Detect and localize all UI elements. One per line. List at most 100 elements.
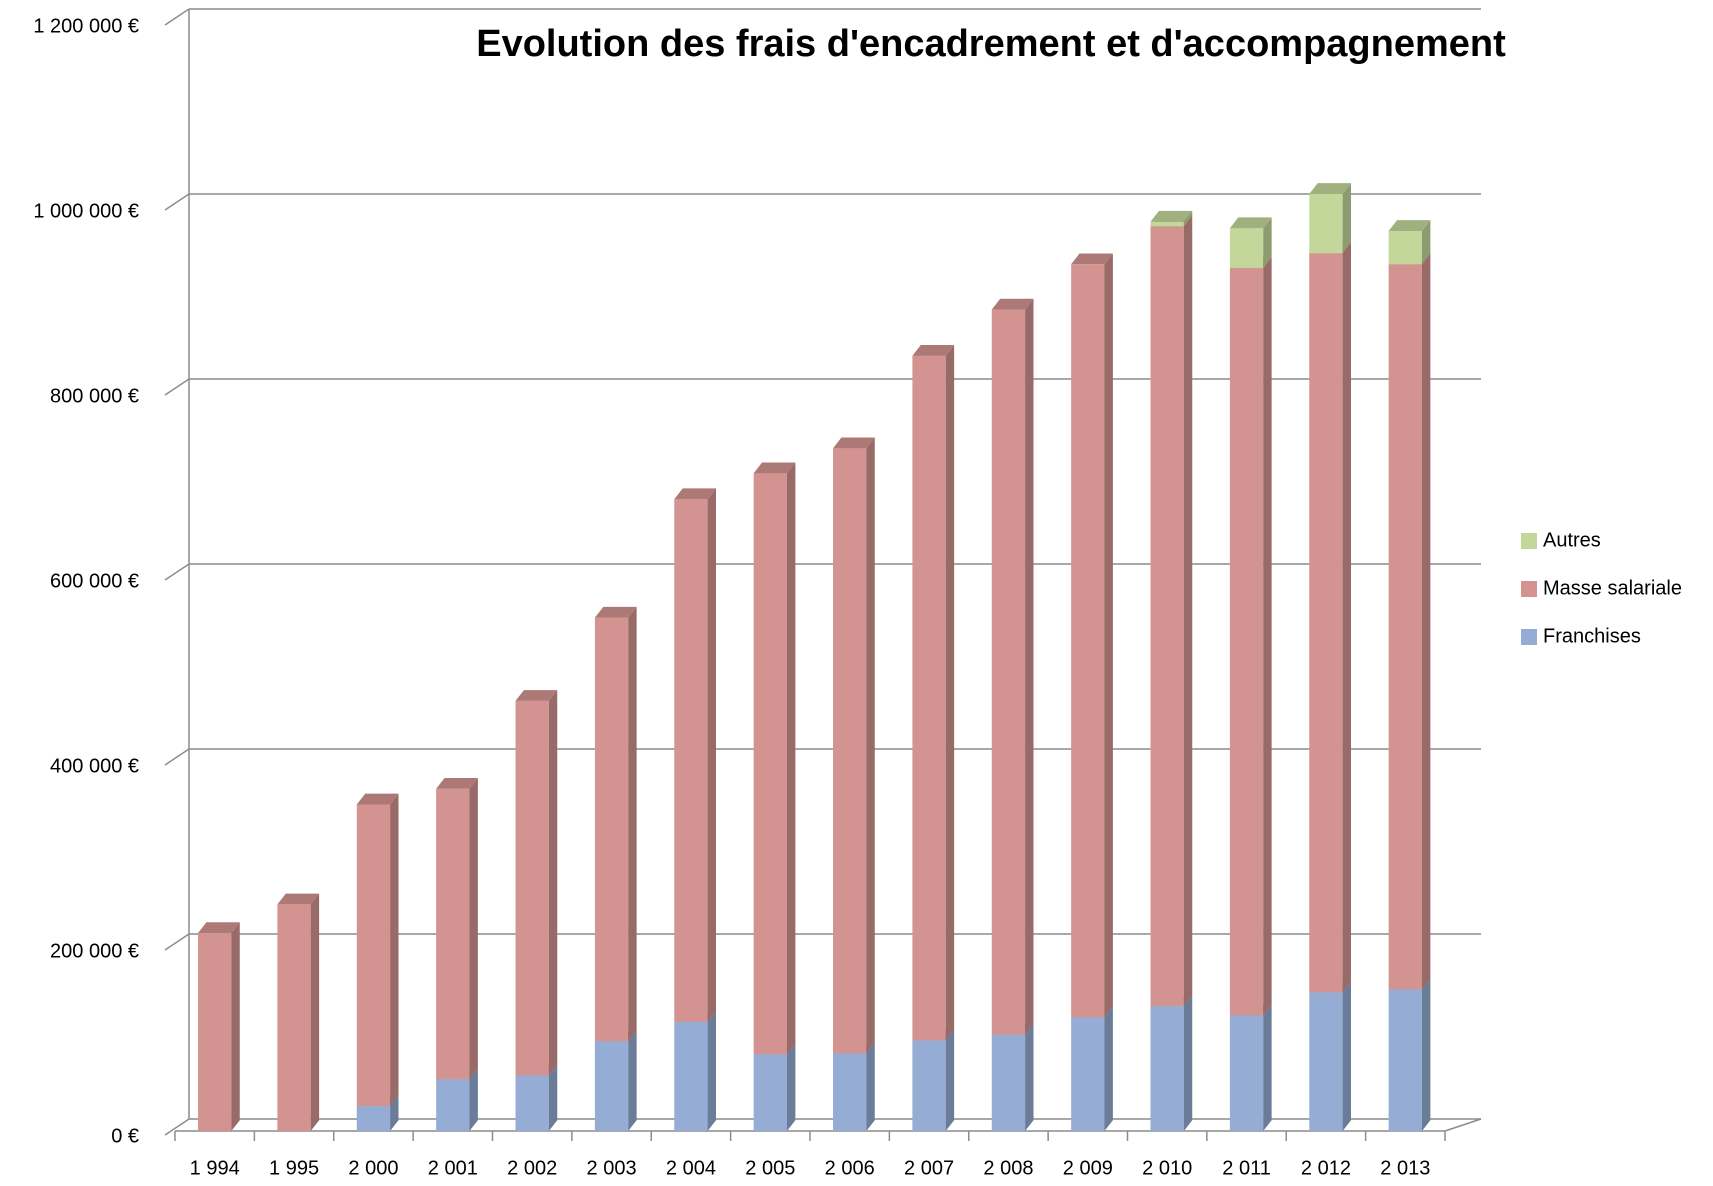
bar-segment [674, 1021, 708, 1131]
bar-side [231, 922, 240, 1131]
y-tick-label: 800 000 € [50, 385, 139, 407]
chart-title: Evolution des frais d'encadrement et d'a… [476, 23, 1506, 65]
bar-segment [436, 1079, 470, 1131]
bar-segment [594, 617, 629, 1042]
legend-swatch [1521, 533, 1537, 549]
grid-line [164, 193, 190, 211]
bar-segment [515, 700, 549, 1076]
bar-side [628, 606, 637, 1042]
bar-side [786, 462, 796, 1055]
bar-side [1025, 298, 1034, 1035]
bar-side [945, 1029, 955, 1131]
bar-side [707, 1011, 717, 1131]
bar-segment [436, 788, 470, 1080]
y-tick-label: 600 000 € [50, 570, 139, 592]
bar-top [1150, 210, 1193, 222]
bar-segment [1388, 230, 1422, 265]
bar-segment [912, 1040, 946, 1131]
bar-segment [1309, 193, 1343, 254]
x-tick-label: 2 004 [666, 1157, 716, 1179]
bar-side [707, 488, 717, 1022]
x-tick-label: 2 003 [587, 1157, 637, 1179]
bar-top [753, 462, 796, 474]
bar-side [1183, 215, 1193, 1007]
bar-side [1421, 220, 1431, 265]
bar-segment [515, 1075, 549, 1131]
bar-top [436, 777, 478, 789]
bar-segment [1150, 226, 1184, 1007]
x-tick-label: 2 001 [428, 1157, 478, 1179]
bar-top [594, 606, 637, 618]
bar-segment [277, 904, 311, 1131]
y-tick-label: 1 000 000 € [33, 200, 139, 222]
bar-segment [991, 309, 1026, 1035]
bar-side [1183, 210, 1193, 227]
bar-segment [1309, 253, 1343, 993]
x-tick-label: 2 012 [1301, 1157, 1351, 1179]
x-tick-label: 2 009 [1063, 1157, 1113, 1179]
bar-side [1104, 1006, 1113, 1131]
bar-segment [833, 448, 867, 1054]
bar-segment [1229, 228, 1264, 268]
grid-line [164, 1118, 190, 1136]
bar-top [1388, 220, 1431, 231]
bar-segment [991, 1034, 1026, 1131]
bar-top [833, 437, 875, 449]
bar-segment [198, 933, 232, 1131]
bar-segment [594, 1041, 629, 1131]
bar-segment [356, 804, 391, 1107]
bar-segment [753, 473, 787, 1055]
bar-segment [1229, 267, 1264, 1016]
bar-side [1263, 1004, 1272, 1131]
bar-segment [1309, 992, 1343, 1131]
x-tick-label: 1 995 [269, 1157, 319, 1179]
x-tick-label: 2 002 [507, 1157, 557, 1179]
bar-segment [1150, 1006, 1184, 1131]
bar-side [548, 690, 558, 1076]
bar-side [786, 1043, 796, 1131]
bar-side [945, 345, 955, 1041]
grid-line [164, 933, 190, 951]
bar-side [866, 1042, 875, 1131]
bar-segment [356, 1106, 391, 1131]
bar-side [1342, 242, 1352, 993]
bar-side [1263, 257, 1272, 1016]
x-tick-label: 2 011 [1222, 1157, 1271, 1179]
bar-side [1342, 981, 1352, 1131]
grid-line [164, 563, 190, 581]
legend-swatch [1521, 581, 1537, 597]
bar-side [1421, 978, 1431, 1131]
legend-swatch [1521, 629, 1537, 645]
bar-side [469, 1068, 478, 1131]
x-tick-label: 2 013 [1380, 1157, 1430, 1179]
x-axis [1444, 1118, 1482, 1132]
bar-side [1421, 253, 1431, 990]
bar-side [628, 1030, 637, 1131]
legend-label: Masse salariale [1543, 577, 1682, 599]
bar-top [912, 345, 955, 356]
legend-label: Autres [1543, 529, 1601, 551]
bar-segment [833, 1053, 867, 1131]
legend-label: Franchises [1543, 625, 1641, 647]
bar-segment [1150, 221, 1184, 227]
bar-top [198, 922, 240, 934]
bar-segment [1388, 264, 1422, 990]
bar-side [1104, 253, 1113, 1018]
bar-top [674, 488, 717, 500]
bar-top [1309, 183, 1352, 194]
bar-segment [674, 499, 708, 1022]
bar-segment [912, 355, 946, 1041]
x-tick-label: 2 005 [745, 1157, 795, 1179]
grid-line [164, 8, 190, 26]
bar-segment [1388, 989, 1422, 1131]
bar-side [1342, 183, 1352, 254]
y-tick-label: 200 000 € [50, 940, 139, 962]
bar-side [548, 1064, 558, 1131]
bar-segment [753, 1054, 787, 1131]
bar-top [515, 690, 558, 701]
bar-side [866, 437, 875, 1054]
bar-segment [1071, 264, 1105, 1018]
bar-segment [1229, 1015, 1264, 1131]
bar-side [469, 777, 478, 1080]
